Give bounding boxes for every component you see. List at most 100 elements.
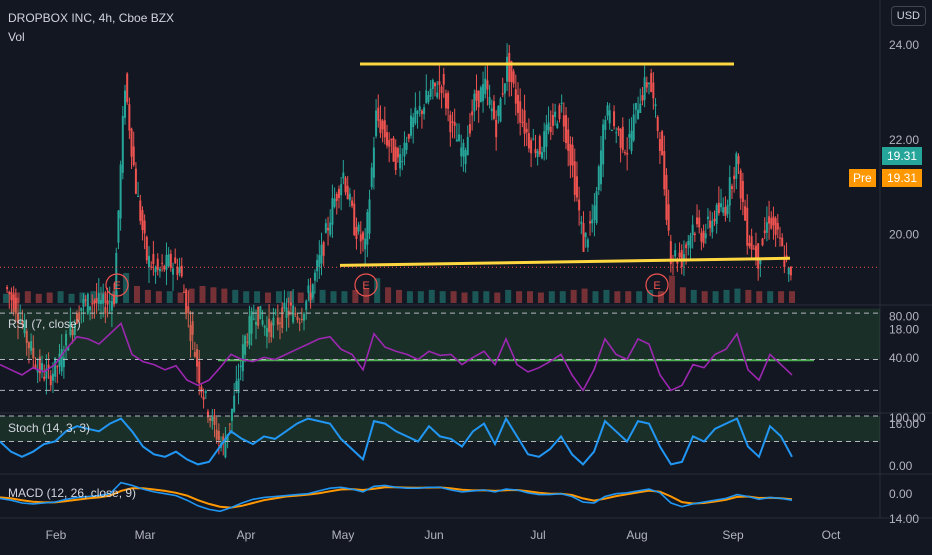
candle-body [191, 321, 194, 335]
candle-body [337, 188, 340, 199]
candle-body [634, 102, 637, 110]
time-tick-label: Apr [237, 528, 256, 542]
candle-body [58, 353, 61, 367]
candle-body [12, 294, 15, 312]
candle-body [704, 233, 707, 239]
candle-body [434, 82, 437, 87]
candle-body [647, 83, 650, 85]
candle-body [272, 317, 275, 326]
stoch-tick-label: 0.00 [889, 459, 913, 473]
candle-body [665, 175, 668, 220]
volume-bar [712, 291, 719, 303]
candle-body [558, 105, 561, 120]
candle-body [534, 148, 537, 154]
rsi-label: RSI (7, close) [8, 317, 81, 331]
volume-bar [592, 291, 599, 303]
candle-body [130, 128, 133, 157]
candle-body [543, 131, 546, 152]
candle-body [340, 184, 343, 196]
candle-body [259, 306, 262, 320]
candle-body [10, 292, 13, 301]
indicator-line [0, 416, 793, 466]
candle-body [86, 293, 89, 314]
candle-body [530, 140, 533, 154]
candle-body [178, 267, 181, 273]
candle-body [196, 349, 199, 367]
macd-label: MACD (12, 26, close, 9) [8, 486, 137, 500]
candle-body [536, 151, 539, 157]
candle-body [322, 242, 325, 256]
volume-bar [614, 291, 621, 303]
volume-bar [24, 291, 31, 303]
candle-body [318, 255, 321, 267]
candle-body [460, 147, 463, 157]
candle-body [189, 324, 192, 342]
volume-bar [123, 273, 130, 303]
earnings-marker [645, 273, 669, 297]
candle-body [538, 136, 541, 155]
candle-body [556, 123, 559, 129]
candle-body [106, 300, 109, 305]
candle-body [656, 116, 659, 132]
volume-bar [13, 292, 20, 303]
candle-body [582, 223, 585, 252]
candle-body [383, 120, 386, 138]
candle-body [442, 74, 445, 85]
candle-body [248, 316, 251, 345]
stoch-label: Stoch (14, 3, 3) [8, 421, 91, 435]
candle-body [586, 239, 589, 248]
candle-body [632, 114, 635, 141]
volume-bar [243, 291, 250, 303]
candle-body [735, 153, 738, 179]
currency-button[interactable]: USD [890, 6, 926, 26]
candle-body [84, 299, 87, 301]
candle-body [71, 329, 74, 336]
candle-body [682, 254, 685, 260]
candle-body [254, 321, 257, 325]
candle-body [56, 366, 59, 368]
candle-body [715, 204, 718, 224]
candle-body [324, 223, 327, 233]
candle-body [420, 110, 423, 115]
candle-body [610, 129, 613, 131]
candle-body [532, 138, 535, 140]
candle-body [313, 272, 316, 281]
candle-body [257, 306, 260, 326]
candle-body [475, 90, 478, 101]
rsi-tick-label: 40.00 [889, 351, 919, 365]
candle-body [21, 320, 24, 325]
candle-body [78, 312, 81, 321]
candle-body [32, 347, 35, 359]
candle-body [276, 317, 279, 325]
candle-body [366, 212, 369, 245]
rsi-tick-label: 80.00 [889, 310, 919, 324]
candle-body [575, 176, 578, 198]
volume-bar [308, 291, 315, 303]
candle-body [737, 156, 740, 164]
candle-body [237, 378, 240, 393]
volume-bar [701, 291, 708, 303]
candle-body [545, 124, 548, 147]
candle-body [453, 122, 456, 126]
candle-body [471, 111, 474, 116]
candle-body [722, 207, 725, 213]
candle-body [99, 299, 102, 304]
candle-body [482, 84, 485, 102]
candle-body [285, 307, 288, 318]
candle-body [713, 218, 716, 222]
candle-body [41, 363, 44, 371]
last-price-badge: 19.31 [882, 147, 923, 165]
candle-body [774, 218, 777, 235]
candle-body [204, 390, 207, 394]
volume-bar [232, 289, 239, 303]
candle-body [355, 227, 358, 239]
candle-body [484, 78, 487, 95]
candle-body [412, 117, 415, 128]
price-tick-label: 16.00 [889, 417, 919, 431]
price-tick-label: 18.00 [889, 322, 919, 336]
candle-body [82, 299, 85, 307]
candle-body [47, 364, 50, 369]
volume-bar [537, 292, 544, 303]
